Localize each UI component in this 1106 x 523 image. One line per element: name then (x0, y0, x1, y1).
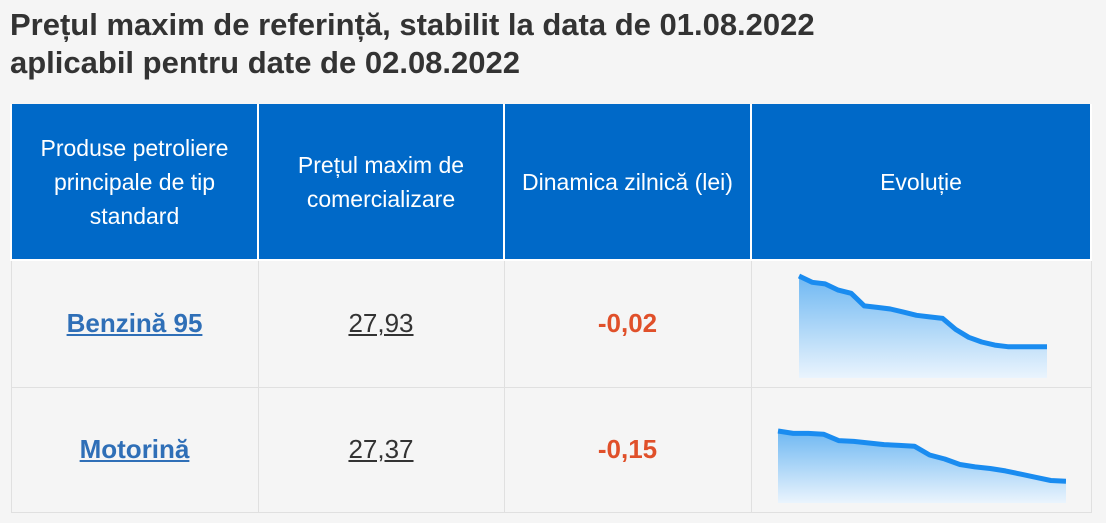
title: Prețul maxim de referință, stabilit la d… (10, 6, 815, 82)
price: 27,93 (348, 308, 414, 339)
title-line: Prețul maxim de referință, stabilit la d… (10, 7, 815, 42)
product-link[interactable]: Benzină 95 (66, 308, 203, 339)
cell (750, 386, 1092, 513)
sparkline-line (797, 273, 1047, 350)
cell: Motorină (10, 386, 259, 513)
sparkline (797, 273, 1047, 378)
cell: 27,93 (257, 259, 505, 388)
sparkline-area (777, 430, 1066, 503)
col-header: Prețul maxim de comercializare (257, 104, 505, 261)
col-header: Dinamica zilnică (lei) (503, 104, 752, 261)
daily-change: -0,02 (597, 308, 658, 339)
row: Benzină 95 27,93 -0,02 (10, 259, 1092, 388)
sparkline-line (777, 428, 1066, 484)
price: 27,37 (348, 434, 414, 464)
title-line: aplicabil pentru date de 02.08.2022 (10, 45, 521, 80)
daily-change: -0,15 (597, 434, 658, 464)
cell: Benzină 95 (10, 259, 259, 388)
col-header: Produse petroliere principale de tip sta… (10, 104, 259, 261)
sparkline (777, 428, 1066, 503)
cell: 27,37 (257, 386, 505, 513)
col-header: Evoluție (750, 104, 1092, 261)
row: Motorină 27,37 -0,15 (10, 386, 1092, 513)
product-link[interactable]: Motorină (79, 434, 190, 464)
sparkline-area (798, 276, 1047, 378)
price-table: Produse petroliere principale de tip sta… (10, 104, 1092, 513)
cell: -0,02 (503, 259, 752, 388)
header-row: Produse petroliere principale de tip sta… (10, 104, 1092, 261)
cell: -0,15 (503, 386, 752, 513)
cell (750, 259, 1092, 388)
